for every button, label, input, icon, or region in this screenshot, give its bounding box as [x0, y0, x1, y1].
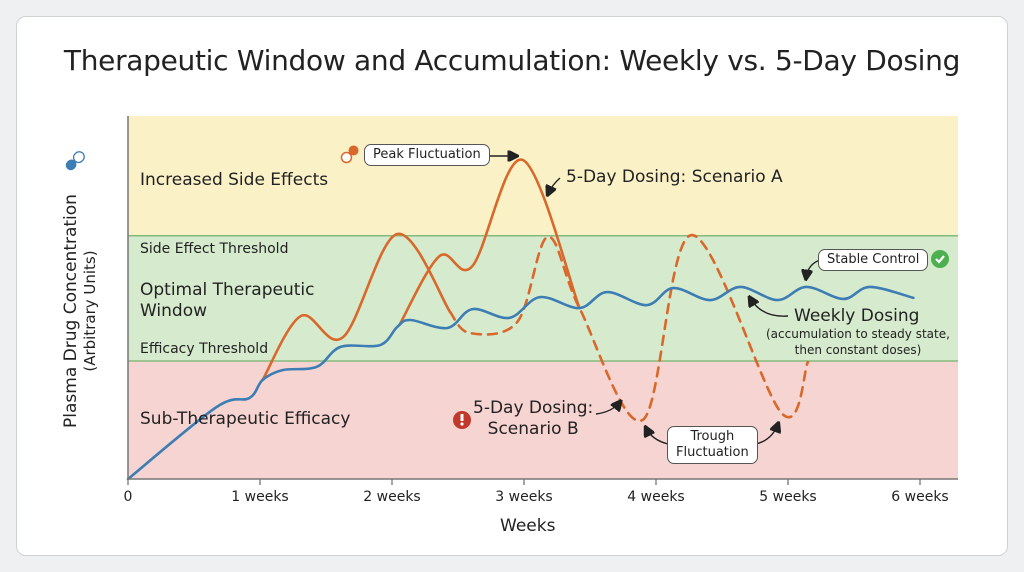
scenario-b-line1: 5-Day Dosing:	[473, 398, 594, 418]
band-2	[128, 361, 958, 479]
band-label-side-effects: Increased Side Effects	[140, 170, 329, 190]
threshold-label-side-effect: Side Effect Threshold	[140, 241, 289, 257]
x-tick-label: 1 weeks	[231, 489, 289, 505]
y-axis-subtitle: (Arbitrary Units)	[81, 250, 99, 372]
trough-right-arrow	[755, 424, 778, 445]
x-tick-label: 5 weeks	[759, 489, 817, 505]
capsule-icon	[65, 151, 85, 171]
series-2-line-0	[448, 233, 810, 423]
series-0-line-0	[126, 285, 915, 481]
y-axis-title: Plasma Drug Concentration	[61, 194, 81, 428]
series-label-scenario-a: 5-Day Dosing: Scenario A	[566, 167, 783, 187]
trough-left-arrow	[646, 428, 669, 445]
scenario-a-arrow	[548, 177, 561, 194]
scenario-b-line2: Scenario B	[487, 419, 579, 439]
x-axis-title: Weeks	[500, 516, 556, 536]
check-circle-icon	[931, 250, 949, 268]
peak-fluctuation-callout: Peak Fluctuation	[364, 144, 490, 166]
capsule-icon	[340, 145, 359, 164]
trough-line2: Fluctuation	[676, 445, 749, 460]
band-label-optimal: Optimal Therapeutic Window	[140, 280, 315, 321]
x-tick-label: 4 weeks	[627, 489, 685, 505]
weekly-arrow	[750, 298, 789, 317]
x-tick-label: 6 weeks	[891, 489, 949, 505]
weekly-subtitle-line2: then constant doses)	[794, 343, 922, 357]
y-axis-label: Plasma Drug Concentration (Arbitrary Uni…	[61, 161, 99, 461]
series-label-scenario-b: 5-Day Dosing: Scenario B	[473, 398, 593, 440]
series-1-line-0	[261, 232, 452, 382]
scenario-b-arrow	[595, 402, 620, 415]
x-tick-label: 3 weeks	[495, 489, 553, 505]
weekly-subtitle: (accumulation to steady state, then cons…	[766, 326, 950, 358]
trough-fluctuation-callout: Trough Fluctuation	[667, 426, 758, 464]
band-label-sub-therapeutic: Sub-Therapeutic Efficacy	[140, 409, 351, 429]
series-label-weekly: Weekly Dosing	[794, 306, 920, 326]
alert-icon	[453, 411, 471, 429]
series-1-line-1	[398, 158, 581, 326]
x-tick-label: 2 weeks	[363, 489, 421, 505]
weekly-subtitle-line1: (accumulation to steady state,	[766, 327, 950, 341]
x-tick-label: 0	[123, 489, 133, 505]
trough-line1: Trough	[690, 429, 735, 444]
band-0	[128, 116, 958, 236]
threshold-label-efficacy: Efficacy Threshold	[140, 341, 269, 357]
stable-control-callout: Stable Control	[818, 249, 929, 271]
chart-title: Therapeutic Window and Accumulation: Wee…	[63, 44, 961, 77]
